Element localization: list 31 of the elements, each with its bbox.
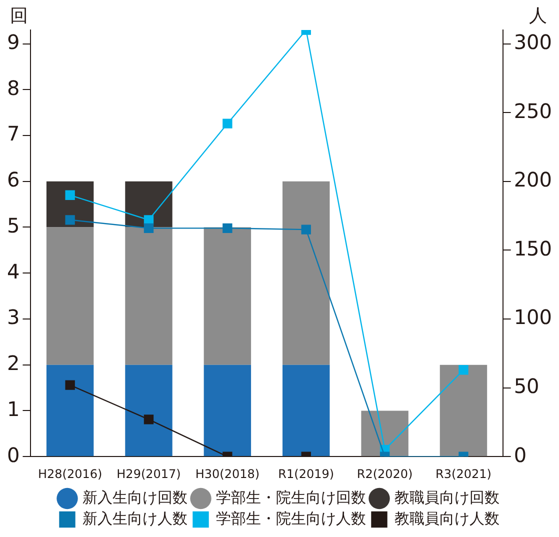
y-axis-title: 回 [10, 6, 28, 27]
y-tick-label: 2 [6, 351, 20, 376]
legend-label: 新入生向け回数 [82, 488, 188, 506]
y-tick-label: 8 [6, 76, 20, 100]
legend-label: 新入生向け人数 [82, 509, 188, 528]
y-tick-label: 7 [6, 122, 20, 146]
legend-label: 教職員向け回数 [394, 488, 500, 506]
y2-tick-label: 200 [514, 168, 552, 192]
y2-tick-label: 0 [514, 442, 527, 467]
y-tick-label: 1 [6, 396, 20, 421]
y2-tick-label: 100 [514, 305, 552, 330]
y-tick-label: 0 [6, 442, 20, 467]
x-tick-label: R3(2021) [436, 466, 492, 481]
x-tick-label: R1(2019) [278, 466, 334, 481]
y2-axis-title: 人 [529, 6, 547, 27]
legend-label: 教職員向け人数 [394, 509, 500, 528]
y2-tick-label: 250 [514, 98, 552, 123]
legend-label: 学部生・院生向け人数 [216, 509, 366, 528]
y2-tick-label: 150 [514, 236, 552, 260]
y-tick-label: 4 [6, 259, 20, 284]
y-tick-label: 5 [6, 213, 20, 238]
x-tick-label: R2(2020) [356, 466, 413, 481]
y-tick-label: 9 [6, 30, 20, 54]
x-tick-label: H28(2016) [38, 466, 102, 481]
x-tick-label: H29(2017) [116, 466, 181, 481]
y2-tick-label: 300 [514, 30, 552, 54]
legend-label: 学部生・院生向け回数 [216, 488, 366, 506]
y2-tick-label: 50 [514, 374, 540, 398]
y-tick-label: 6 [6, 168, 20, 192]
y-tick-label: 3 [6, 305, 20, 330]
x-tick-label: H30(2018) [195, 466, 260, 481]
